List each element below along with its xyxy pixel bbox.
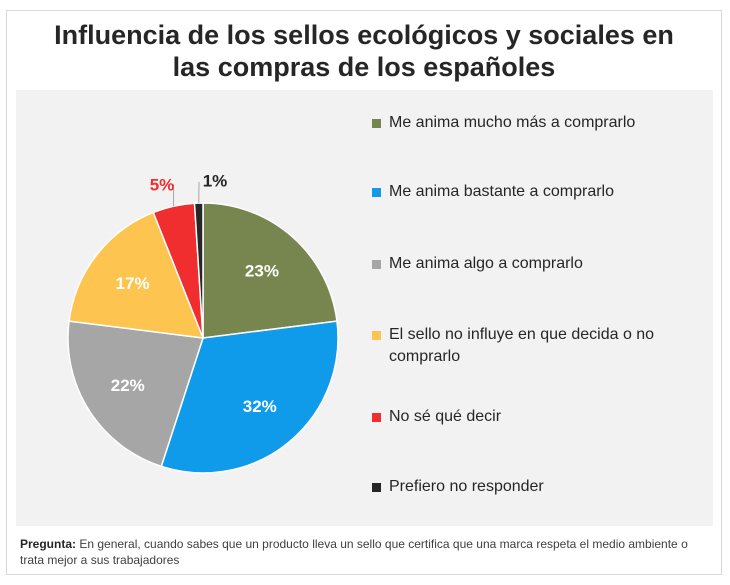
legend-label: Me anima mucho más a comprarlo — [389, 114, 636, 131]
data-label: 32% — [243, 397, 277, 416]
slice-no-influye — [68, 211, 205, 339]
legend-swatch — [372, 413, 381, 422]
question-label: Pregunta: — [20, 537, 77, 551]
slice-mucho-mas — [202, 202, 338, 339]
chart-title: Influencia de los sellos ecológicos y so… — [54, 20, 674, 82]
pie-chart: 23% 32% 22% 17% 5% 1% — [67, 172, 339, 474]
slice-bastante — [160, 320, 339, 474]
legend-label: Me anima bastante a comprarlo — [389, 183, 614, 200]
chart-frame: Influencia de los sellos ecológicos y so… — [6, 10, 722, 575]
data-label: 5% — [150, 176, 175, 195]
data-label: 23% — [245, 262, 279, 281]
data-label: 22% — [111, 376, 145, 395]
legend-swatch — [372, 119, 381, 128]
legend-label: Me anima algo a comprarlo — [389, 255, 583, 272]
legend-swatch — [372, 331, 381, 340]
question-footnote: Pregunta: En general, cuando sabes que u… — [20, 536, 710, 568]
legend-swatch — [372, 483, 381, 492]
question-text: En general, cuando sabes que un producto… — [20, 537, 688, 567]
legend-label: No sé qué decir — [389, 408, 502, 425]
data-label: 17% — [116, 274, 150, 293]
legend-label: Prefiero no responder — [389, 478, 544, 495]
legend-swatch — [372, 260, 381, 269]
legend-swatch — [372, 188, 381, 197]
legend-label: El sello no influye en que decida o no c… — [389, 326, 655, 365]
data-label: 1% — [203, 172, 228, 191]
chart-area: 23% 32% 22% 17% 5% 1% Me anima mucho más a co… — [16, 90, 713, 526]
slice-algo — [67, 320, 204, 468]
